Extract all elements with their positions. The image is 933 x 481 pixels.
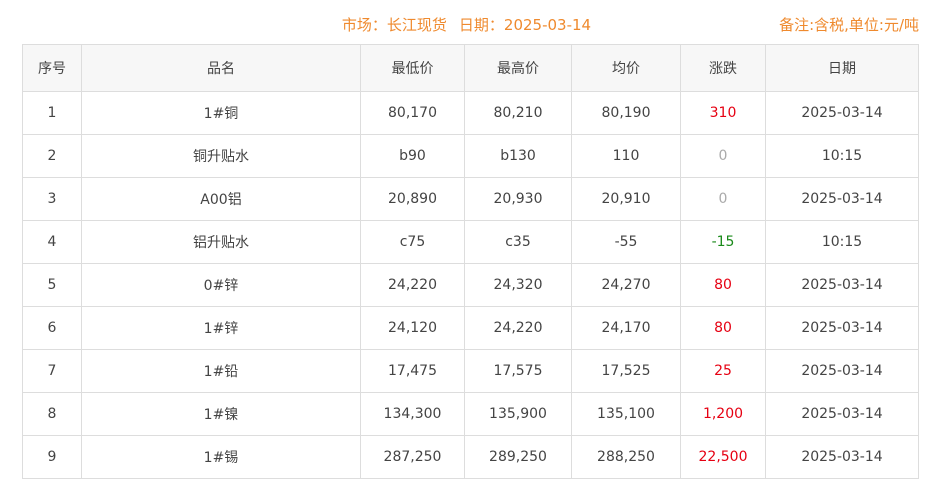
cell-index: 4 [22,220,82,264]
cell-date: 2025-03-14 [765,349,919,393]
cell-high: b130 [464,134,572,178]
cell-avg: 17,525 [571,349,681,393]
cell-name: 1#铜 [81,91,361,135]
column-header: 日期 [765,44,919,92]
cell-name: 0#锌 [81,263,361,307]
cell-change: -15 [680,220,766,264]
cell-low: 134,300 [360,392,465,436]
cell-low: 20,890 [360,177,465,221]
price-table: 序号 品名 最低价 最高价 均价 涨跌 日期 1 1#铜 80,170 80,210 80,190 3… [22,44,919,479]
column-header: 最高价 [464,44,572,92]
cell-avg: -55 [571,220,681,264]
table-row: 9 1#锡 287,250 289,250 288,250 22,500 2025-03-1… [22,435,919,479]
cell-date: 2025-03-14 [765,306,919,350]
cell-avg: 20,910 [571,177,681,221]
cell-index: 1 [22,91,82,135]
cell-index: 9 [22,435,82,479]
table-row: 7 1#铅 17,475 17,575 17,525 25 2025-03-14 [22,349,919,393]
table-row: 8 1#镍 134,300 135,900 135,100 1,200 2025-03-14 [22,392,919,436]
table-row: 2 铜升贴水 b90 b130 110 0 10:15 [22,134,919,178]
cell-avg: 24,270 [571,263,681,307]
column-header: 品名 [81,44,361,92]
table-row: 3 A00铝 20,890 20,930 20,910 0 2025-03-14 [22,177,919,221]
cell-high: 17,575 [464,349,572,393]
cell-date: 10:15 [765,134,919,178]
cell-avg: 24,170 [571,306,681,350]
cell-name: 铜升贴水 [81,134,361,178]
cell-change: 0 [680,177,766,221]
column-header: 涨跌 [680,44,766,92]
cell-name: A00铝 [81,177,361,221]
cell-avg: 135,100 [571,392,681,436]
market-title: 市场：长江现货 日期：2025-03-14 [0,14,933,35]
cell-name: 1#锌 [81,306,361,350]
cell-change: 0 [680,134,766,178]
cell-low: 80,170 [360,91,465,135]
unit-note: 备注:含税,单位:元/吨 [779,16,919,34]
cell-name: 铝升贴水 [81,220,361,264]
cell-change: 1,200 [680,392,766,436]
table-row: 1 1#铜 80,170 80,210 80,190 310 2025-03-14 [22,91,919,135]
cell-avg: 80,190 [571,91,681,135]
cell-change: 80 [680,263,766,307]
cell-change: 310 [680,91,766,135]
cell-low: 287,250 [360,435,465,479]
cell-date: 2025-03-14 [765,91,919,135]
cell-avg: 110 [571,134,681,178]
cell-date: 2025-03-14 [765,435,919,479]
header: 市场：长江现货 日期：2025-03-14 备注:含税,单位:元/吨 [0,0,933,44]
cell-avg: 288,250 [571,435,681,479]
table-header: 序号 品名 最低价 最高价 均价 涨跌 日期 [22,44,919,92]
cell-name: 1#锡 [81,435,361,479]
cell-high: 289,250 [464,435,572,479]
cell-index: 7 [22,349,82,393]
cell-date: 2025-03-14 [765,263,919,307]
table-row: 5 0#锌 24,220 24,320 24,270 80 2025-03-14 [22,263,919,307]
cell-index: 5 [22,263,82,307]
cell-high: 24,220 [464,306,572,350]
table-row: 6 1#锌 24,120 24,220 24,170 80 2025-03-14 [22,306,919,350]
cell-high: c35 [464,220,572,264]
cell-change: 80 [680,306,766,350]
cell-high: 80,210 [464,91,572,135]
column-header: 序号 [22,44,82,92]
column-header: 最低价 [360,44,465,92]
cell-high: 135,900 [464,392,572,436]
cell-low: c75 [360,220,465,264]
market-label: 市场：长江现货 [341,16,447,34]
cell-index: 2 [22,134,82,178]
cell-date: 2025-03-14 [765,392,919,436]
cell-high: 20,930 [464,177,572,221]
table-row: 4 铝升贴水 c75 c35 -55 -15 10:15 [22,220,919,264]
cell-high: 24,320 [464,263,572,307]
cell-change: 25 [680,349,766,393]
cell-name: 1#镍 [81,392,361,436]
cell-low: b90 [360,134,465,178]
cell-index: 3 [22,177,82,221]
cell-name: 1#铅 [81,349,361,393]
date-label: 日期：2025-03-14 [458,16,592,34]
cell-index: 6 [22,306,82,350]
column-header: 均价 [571,44,681,92]
cell-date: 10:15 [765,220,919,264]
cell-low: 24,220 [360,263,465,307]
cell-change: 22,500 [680,435,766,479]
cell-low: 24,120 [360,306,465,350]
cell-index: 8 [22,392,82,436]
cell-date: 2025-03-14 [765,177,919,221]
cell-low: 17,475 [360,349,465,393]
